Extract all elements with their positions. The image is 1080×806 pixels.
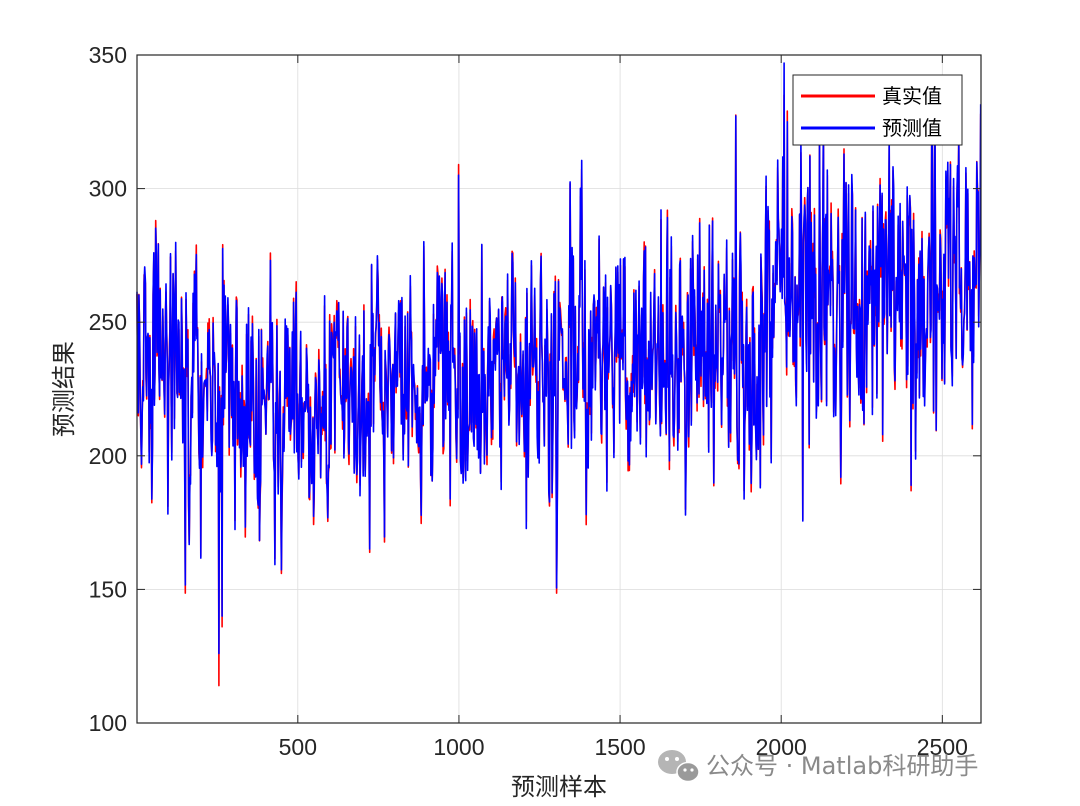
y-tick-label: 350: [89, 42, 127, 68]
y-tick-label: 150: [89, 576, 127, 602]
watermark: 公众号 · Matlab科研助手: [658, 750, 978, 783]
x-axis-label: 预测样本: [511, 773, 607, 801]
y-tick-label: 300: [89, 176, 127, 202]
legend: 真实值 预测值: [792, 74, 963, 146]
y-tick-label: 100: [89, 710, 127, 736]
legend-label-predicted: 预测值: [882, 116, 942, 140]
watermark-text: 公众号 · Matlab科研助手: [706, 752, 978, 780]
legend-box: [792, 74, 963, 146]
x-tick-label: 1500: [594, 734, 645, 760]
x-tick-label: 2000: [756, 734, 807, 760]
axis-ticks: 500 1000 1500 2000 2500 100 150 200 250 300 350: [89, 42, 981, 760]
wechat-icon: [658, 750, 700, 783]
legend-label-actual: 真实值: [882, 84, 942, 108]
series-line-predicted: [136, 62, 982, 655]
x-tick-label: 2500: [917, 734, 968, 760]
x-tick-label: 1000: [433, 734, 484, 760]
series-layer: [136, 62, 982, 687]
y-tick-label: 200: [89, 443, 127, 469]
plot-frame: [136, 54, 982, 724]
y-axis-label: 预测结果: [50, 341, 78, 437]
y-tick-label: 250: [89, 309, 127, 335]
x-tick-label: 500: [279, 734, 317, 760]
